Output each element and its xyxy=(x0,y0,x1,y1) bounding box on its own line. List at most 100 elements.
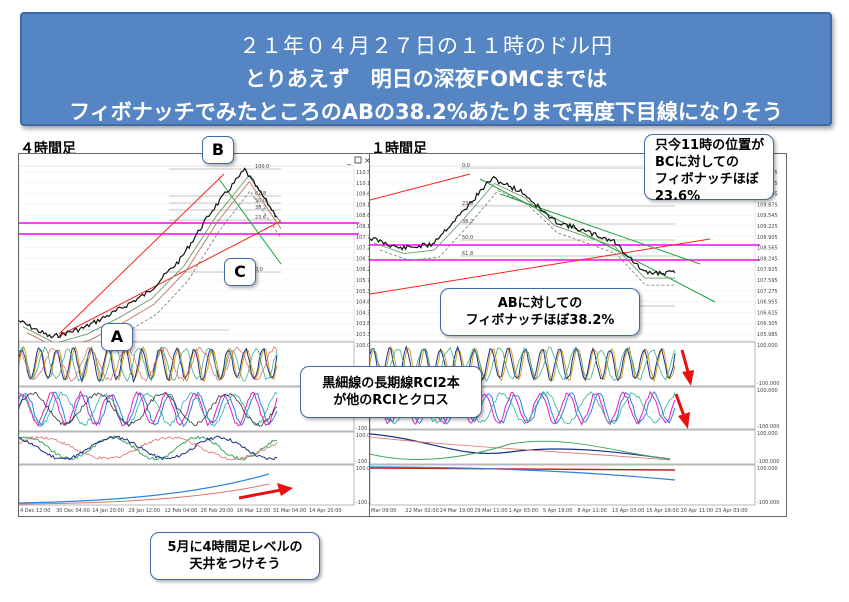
callout-current-line-3: フィボナッチほぼ23.6% xyxy=(655,172,759,204)
fib-label: 100.0 xyxy=(255,164,269,170)
fib-label: 61.8 xyxy=(255,191,266,197)
red-trend-1h-upper xyxy=(370,173,471,201)
red-trendline-upper xyxy=(58,173,225,335)
right-osc3-green xyxy=(370,440,671,460)
osc-tick-label: 100.000 xyxy=(757,431,778,437)
green-trendline xyxy=(218,178,282,265)
right-long-rci-blue xyxy=(370,466,676,481)
price-tick-label: 108.185 xyxy=(356,224,374,230)
right-chart-panel: 0.023.638.250.061.8100.0 110.835110.5151… xyxy=(369,153,787,517)
right-price-line xyxy=(370,175,676,277)
left-osc2-teal xyxy=(19,391,278,427)
date-tick-label: 20 Apr 11:00 xyxy=(681,508,714,514)
price-tick-label: 106.625 xyxy=(757,310,778,316)
left-osc1-red xyxy=(19,346,278,382)
fib-label: 23.6 xyxy=(462,201,473,207)
headline-line-1: ２１年０４月２７日の１１時のドル円 xyxy=(239,34,613,58)
price-tick-label: 110.110 xyxy=(356,181,374,187)
date-tick-label: 31 Mar 04:00 xyxy=(273,508,306,514)
left-price-axis: 110.590 110.110 109.630 109.150 108.665 108.1… xyxy=(356,170,374,338)
date-tick-label: 1 Apr 03:00 xyxy=(509,508,538,514)
price-tick-label: 105.985 xyxy=(757,332,778,338)
left-long-rci-red xyxy=(19,483,270,505)
uptrend-arrow xyxy=(238,483,293,500)
osc-tick-label: -100.000 xyxy=(356,459,374,465)
left-osc3-green xyxy=(19,435,278,461)
osc-tick-label: -100.000 xyxy=(757,424,779,430)
down-arrow-1 xyxy=(680,349,694,386)
price-tick-label: 104.825 xyxy=(356,300,374,306)
right-osc3-panel xyxy=(370,429,756,465)
callout-rci-line-1: 黒細線の長期線RCI2本 xyxy=(322,376,460,391)
right-long-rci-red xyxy=(370,467,676,471)
left-osc3-navy xyxy=(19,435,278,461)
price-tick-label: 108.665 xyxy=(356,213,374,219)
price-tick-label: 109.630 xyxy=(356,192,374,198)
price-tick-label: 103.860 xyxy=(356,321,374,327)
right-osc2-blue xyxy=(370,390,676,425)
right-ma-green xyxy=(373,182,675,279)
fib-label: 0.0 xyxy=(255,267,263,273)
fib-label: 38.2 xyxy=(255,205,266,211)
label-c: C xyxy=(224,258,256,286)
price-tick-label: 104.345 xyxy=(356,310,374,316)
left-long-rci-blue xyxy=(19,473,270,504)
left-osc3-red xyxy=(19,435,278,461)
close-icon[interactable]: × xyxy=(364,156,371,165)
fib-label: 50.0 xyxy=(462,235,473,241)
date-tick-label: 8 Apr 11:00 xyxy=(577,508,606,514)
date-tick-label: 16 Mar 12:00 xyxy=(237,508,270,514)
osc-tick-label: -100.000 xyxy=(757,381,779,387)
date-tick-label: 13 Apr 03:00 xyxy=(612,508,645,514)
window-controls: _ × xyxy=(346,156,371,165)
maximize-icon[interactable] xyxy=(354,156,362,164)
left-date-axis: 4 Dec 12:00 30 Dec 04:00 14 Jan 20:00 29 Ja… xyxy=(20,508,342,514)
callout-ab-line-1: ABに対しての xyxy=(497,296,583,311)
date-tick-label: 22 Mar 02:00 xyxy=(405,508,438,514)
price-tick-label: 107.705 xyxy=(356,235,374,241)
date-tick-label: 23 Apr 03:00 xyxy=(715,508,748,514)
date-tick-label: 29 Jan 12:00 xyxy=(128,508,160,514)
price-tick-label: 107.925 xyxy=(757,267,778,273)
left-osc2-magenta xyxy=(19,390,278,428)
date-tick-label: Mar 09:00 xyxy=(371,508,396,514)
osc-tick-label: 100.000 xyxy=(757,343,778,349)
osc-tick-label: -100.000 xyxy=(757,500,779,506)
callout-may-line-2: 天井をつけそう xyxy=(189,557,281,572)
osc-tick-label: -100.000 xyxy=(356,500,374,506)
price-tick-label: 106.955 xyxy=(757,300,778,306)
left-osc2-blue xyxy=(19,391,278,428)
callout-rci-cross: 黒細線の長期線RCI2本 が他のRCIとクロス xyxy=(300,366,482,418)
price-tick-label: 105.305 xyxy=(356,289,374,295)
label-a: A xyxy=(101,323,133,351)
price-tick-label: 108.245 xyxy=(757,256,778,262)
date-tick-label: 24 Mar 19:00 xyxy=(440,508,473,514)
headline-banner: ２１年０４月２７日の１１時のドル円 とりあえず 明日の深夜FOMCまでは フィボ… xyxy=(20,12,832,126)
fib-label: 61.8 xyxy=(462,251,473,257)
left-price-line xyxy=(19,167,278,339)
callout-ab-fib: ABに対しての フィボナッチほぼ38.2% xyxy=(440,288,640,336)
right-date-axis: Mar 09:00 22 Mar 02:00 24 Mar 19:00 29 Mar … xyxy=(371,508,748,514)
osc-tick-label: 100.000 xyxy=(356,343,374,349)
fib-label: 0.0 xyxy=(462,163,470,169)
right-osc1-teal xyxy=(370,346,676,383)
date-tick-label: 26 Feb 20:00 xyxy=(201,508,234,514)
price-tick-label: 110.590 xyxy=(356,170,374,176)
fib-label: 38.2 xyxy=(462,219,473,225)
date-tick-label: 29 Mar 11:00 xyxy=(474,508,507,514)
headline-line-3: フィボナッチでみたところのABの38.2%あたりまで再度下目線になりそう xyxy=(69,100,783,124)
date-tick-label: 15 Apr 19:00 xyxy=(646,508,679,514)
right-chart-svg: 0.023.638.250.061.8100.0 110.835110.5151… xyxy=(370,163,779,514)
minimize-icon[interactable]: _ xyxy=(346,156,352,165)
left-osc2-black xyxy=(19,391,278,428)
osc-tick-label: 100.000 xyxy=(356,466,374,472)
fib-label: 23.6 xyxy=(255,215,266,221)
callout-may-line-1: 5月に4時間足レベルの xyxy=(167,540,303,555)
price-tick-label: 108.905 xyxy=(757,235,778,241)
left-osc4-panel xyxy=(19,464,355,506)
price-tick-label: 106.265 xyxy=(356,267,374,273)
date-tick-label: 14 Jan 20:00 xyxy=(92,508,124,514)
date-tick-label: 14 Apr 20:00 xyxy=(309,508,342,514)
price-tick-label: 109.150 xyxy=(356,202,374,208)
left-price-area xyxy=(19,165,355,342)
